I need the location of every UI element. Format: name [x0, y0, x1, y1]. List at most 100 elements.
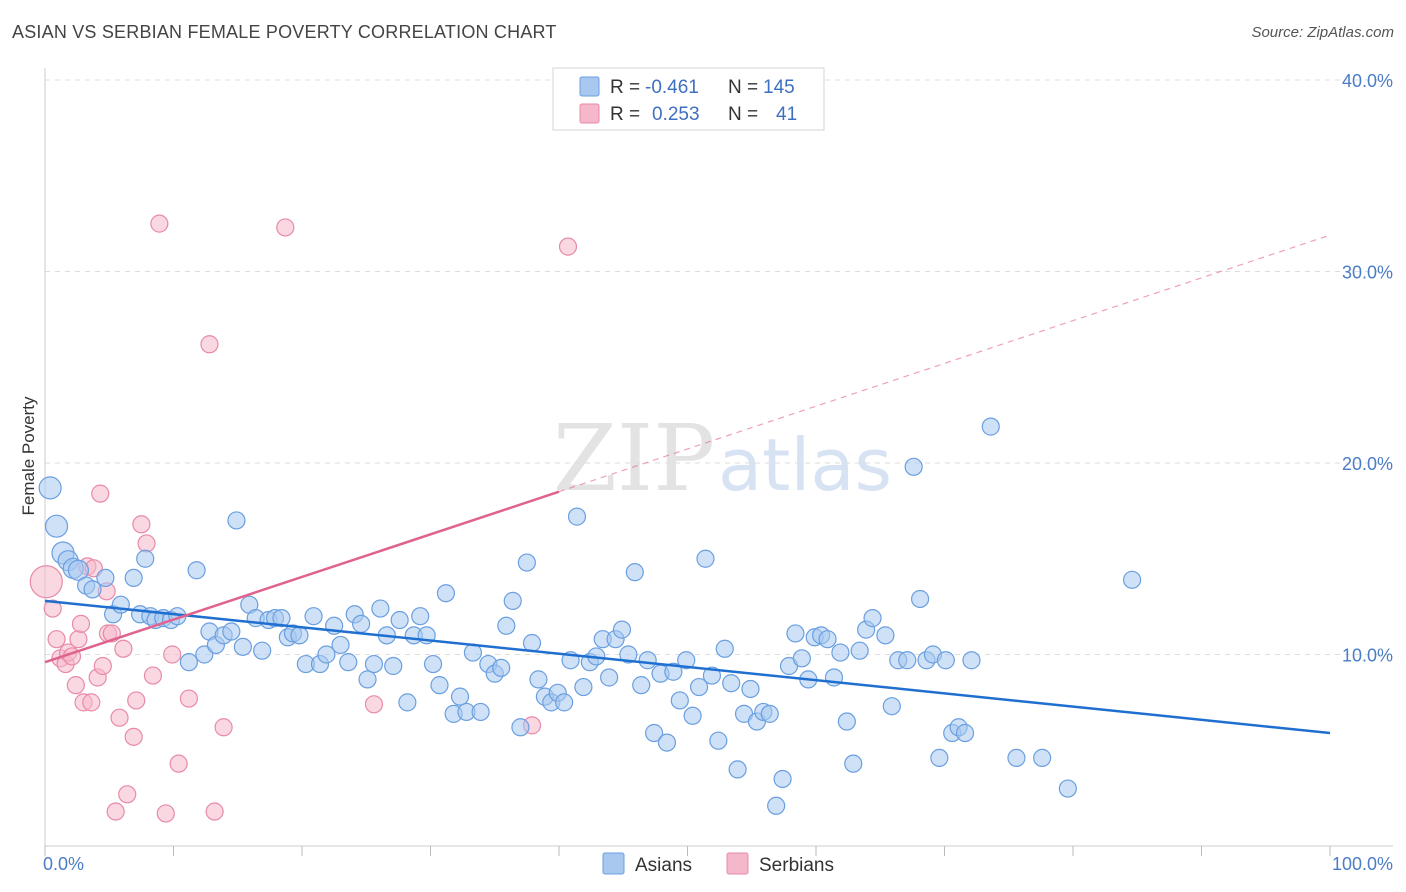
asians-point-117 — [818, 630, 837, 649]
grid — [45, 79, 1393, 655]
asians-point-43 — [339, 653, 358, 672]
serbians-point-2 — [47, 630, 66, 649]
asians-point-122 — [850, 641, 869, 660]
legend-r-label-asians: R = — [610, 77, 640, 98]
asians-point-83 — [600, 668, 619, 687]
asians-point-126 — [882, 697, 901, 716]
asians-point-63 — [471, 702, 490, 722]
serbians-point-30 — [156, 804, 175, 823]
asians-point-48 — [371, 599, 390, 618]
serbians-point-29 — [150, 214, 169, 233]
serbians-point-27 — [137, 534, 156, 553]
asians-point-26 — [227, 511, 246, 530]
serbians-point-12 — [82, 693, 101, 712]
asians-point-8 — [96, 568, 115, 588]
asians-point-42 — [331, 635, 350, 655]
serbians-point-28 — [143, 666, 163, 685]
asians-point-98 — [696, 549, 715, 568]
legend-swatch-asians — [579, 76, 600, 97]
asians-point-95 — [677, 651, 696, 670]
asians-point-130 — [910, 589, 930, 609]
serbians-point-35 — [205, 802, 224, 821]
serbians-point-36 — [214, 718, 233, 737]
bottom-legend-swatch-serbians — [726, 852, 749, 875]
asians-point-120 — [837, 712, 856, 731]
serbians-point-24 — [124, 727, 143, 746]
asians-point-124 — [863, 609, 882, 628]
asians-point-100 — [709, 731, 728, 750]
asians-point-60 — [450, 687, 470, 706]
asians-point-85 — [612, 620, 632, 639]
chart-source: Source: ZipAtlas.com — [1251, 24, 1394, 41]
asians-point-121 — [844, 754, 863, 773]
asians-point-139 — [981, 417, 1000, 436]
bottom-legend-swatch-asians — [602, 852, 625, 875]
serbians-point-21 — [110, 708, 129, 727]
asians-point-125 — [876, 626, 895, 645]
asians-point-101 — [715, 639, 734, 658]
asians-point-133 — [930, 748, 949, 768]
asians-point-93 — [664, 662, 683, 681]
asians-point-87 — [625, 563, 644, 582]
bottom-legend-label-serbians: Serbians — [759, 855, 834, 876]
x-tick-label-1: 100.0% — [1332, 854, 1393, 874]
legend-r-value-asians: -0.461 — [645, 77, 699, 98]
serbians-point-37 — [276, 218, 295, 237]
asians-point-96 — [683, 706, 702, 725]
y-tick-label-3: 40.0% — [1342, 71, 1393, 91]
asians-point-71 — [522, 633, 542, 653]
asians-point-102 — [722, 674, 741, 693]
serbians-point-20 — [106, 802, 125, 821]
asians-point-128 — [898, 651, 917, 670]
asians-point-76 — [555, 693, 574, 712]
asians-point-129 — [904, 457, 923, 476]
asians-point-58 — [436, 584, 456, 603]
y-tick-label-1: 20.0% — [1342, 454, 1393, 474]
asians-point-143 — [1123, 570, 1142, 589]
serbians-point-9 — [71, 614, 91, 633]
asians-point-27 — [233, 637, 252, 656]
asians-point-38 — [304, 607, 323, 626]
serbians-trendline — [44, 490, 560, 664]
serbians-point-15 — [91, 484, 110, 503]
asians-point-92 — [657, 733, 677, 752]
asians-point-88 — [632, 676, 651, 695]
asians-trendline — [44, 599, 1331, 735]
asians-point-134 — [936, 651, 955, 670]
serbians-trendline-extension — [558, 234, 1331, 493]
asians-point-51 — [390, 610, 409, 630]
asians-point-46 — [358, 670, 377, 689]
asians-point-140 — [1007, 748, 1026, 768]
asians-point-69 — [511, 718, 530, 737]
serbians-point-31 — [163, 645, 182, 664]
asians-point-142 — [1058, 779, 1077, 798]
asians-point-141 — [1033, 748, 1052, 768]
y-tick-label-0: 10.0% — [1342, 646, 1393, 666]
asians-point-94 — [670, 691, 689, 710]
y-tick-label-2: 30.0% — [1342, 263, 1393, 283]
asians-point-5 — [67, 559, 90, 581]
serbians-point-40 — [558, 237, 578, 256]
serbians-point-0 — [29, 565, 63, 599]
legend-n-label-serbians: N = — [728, 104, 758, 125]
bottom-legend-label-asians: Asians — [635, 855, 692, 876]
asians-point-19 — [179, 653, 199, 672]
serbians-point-32 — [169, 754, 188, 773]
asians-point-45 — [352, 614, 371, 633]
legend-swatch-serbians — [579, 103, 600, 124]
asians-point-20 — [187, 561, 206, 580]
asians-point-86 — [619, 645, 638, 664]
asians-point-0 — [38, 476, 62, 500]
asians-point-57 — [430, 676, 449, 695]
asians-point-113 — [792, 649, 811, 668]
legend-n-value-serbians: 41 — [776, 104, 797, 125]
serbians-point-33 — [179, 689, 199, 708]
legend-n-value-asians: 145 — [763, 77, 795, 98]
legend-n-label-asians: N = — [728, 77, 758, 98]
serbians-series — [29, 214, 578, 823]
asians-point-54 — [411, 607, 430, 626]
asians-point-11 — [124, 568, 143, 588]
serbians-point-8 — [69, 630, 88, 649]
asians-point-79 — [574, 677, 593, 697]
